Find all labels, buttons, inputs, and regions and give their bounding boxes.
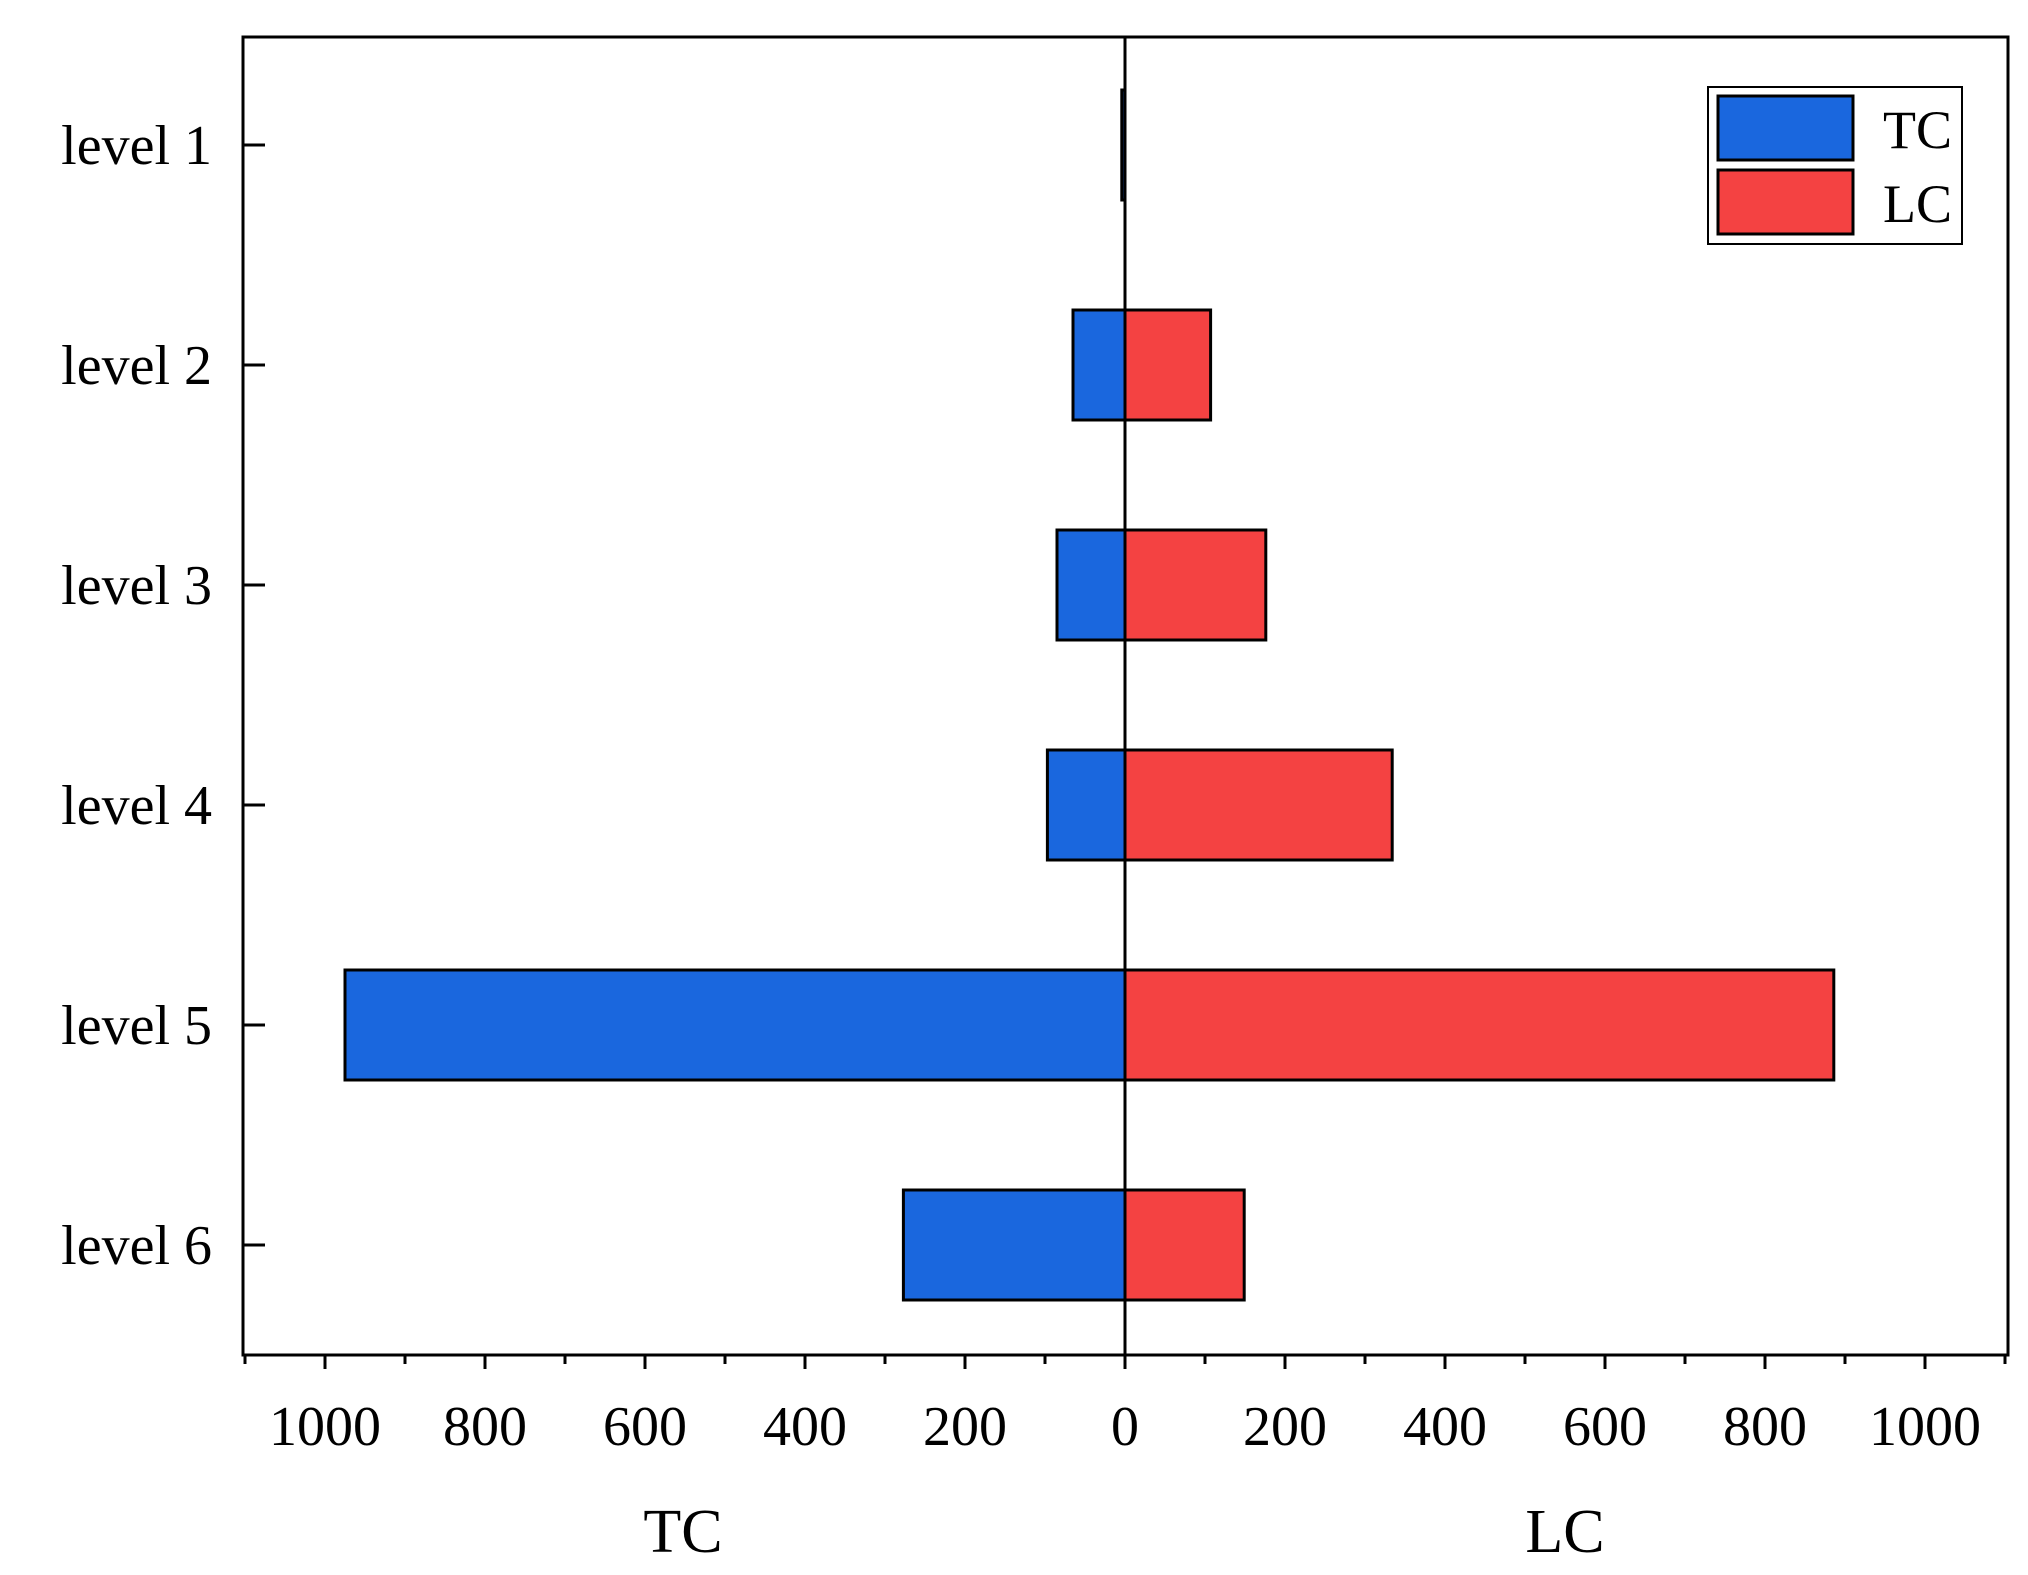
bar-tc-level-2 <box>1071 308 1127 422</box>
x-axis-title-left: TC <box>643 1498 722 1566</box>
x-tick-label: 800 <box>443 1396 527 1458</box>
y-category-label: level 2 <box>61 335 212 397</box>
y-category-label: level 4 <box>61 775 212 837</box>
legend: TC LC <box>1707 86 1963 245</box>
bar-tc-level-4 <box>1045 748 1127 862</box>
y-axis: level 1 level 2 level 3 level 4 level 5 level… <box>61 115 265 1277</box>
bar-lc-level-4 <box>1123 748 1394 862</box>
x-tick-label: 400 <box>1403 1396 1487 1458</box>
bar-lc-level-6 <box>1123 1188 1246 1302</box>
x-tick-label: 200 <box>1243 1396 1327 1458</box>
x-tick-label: 1000 <box>269 1396 381 1458</box>
bar-lc-level-2 <box>1123 308 1213 422</box>
x-tick-label: 0 <box>1111 1396 1139 1458</box>
bars-group <box>343 88 1836 1302</box>
y-category-label: level 3 <box>61 555 212 617</box>
x-tick-label: 1000 <box>1869 1396 1981 1458</box>
x-tick-label: 600 <box>1563 1396 1647 1458</box>
bar-lc-level-5 <box>1123 968 1836 1082</box>
bar-lc-level-3 <box>1123 528 1268 642</box>
x-tick-label: 200 <box>923 1396 1007 1458</box>
y-category-label: level 5 <box>61 995 212 1057</box>
bar-tc-level-3 <box>1055 528 1127 642</box>
legend-swatch-lc <box>1716 168 1855 236</box>
x-axis: 1000 800 600 400 200 0 200 400 600 800 1000 <box>243 1355 2007 1458</box>
x-tick-label: 600 <box>603 1396 687 1458</box>
bar-tc-level-6 <box>901 1188 1127 1302</box>
x-axis-title-right: LC <box>1525 1498 1604 1566</box>
x-tick-label: 800 <box>1723 1396 1807 1458</box>
y-category-label: level 1 <box>61 115 212 177</box>
legend-label-tc: TC <box>1883 100 1952 160</box>
bar-tc-level-5 <box>343 968 1127 1082</box>
legend-label-lc: LC <box>1883 174 1952 234</box>
legend-swatch-tc <box>1716 94 1855 162</box>
y-category-label: level 6 <box>61 1215 212 1277</box>
x-tick-label: 400 <box>763 1396 847 1458</box>
